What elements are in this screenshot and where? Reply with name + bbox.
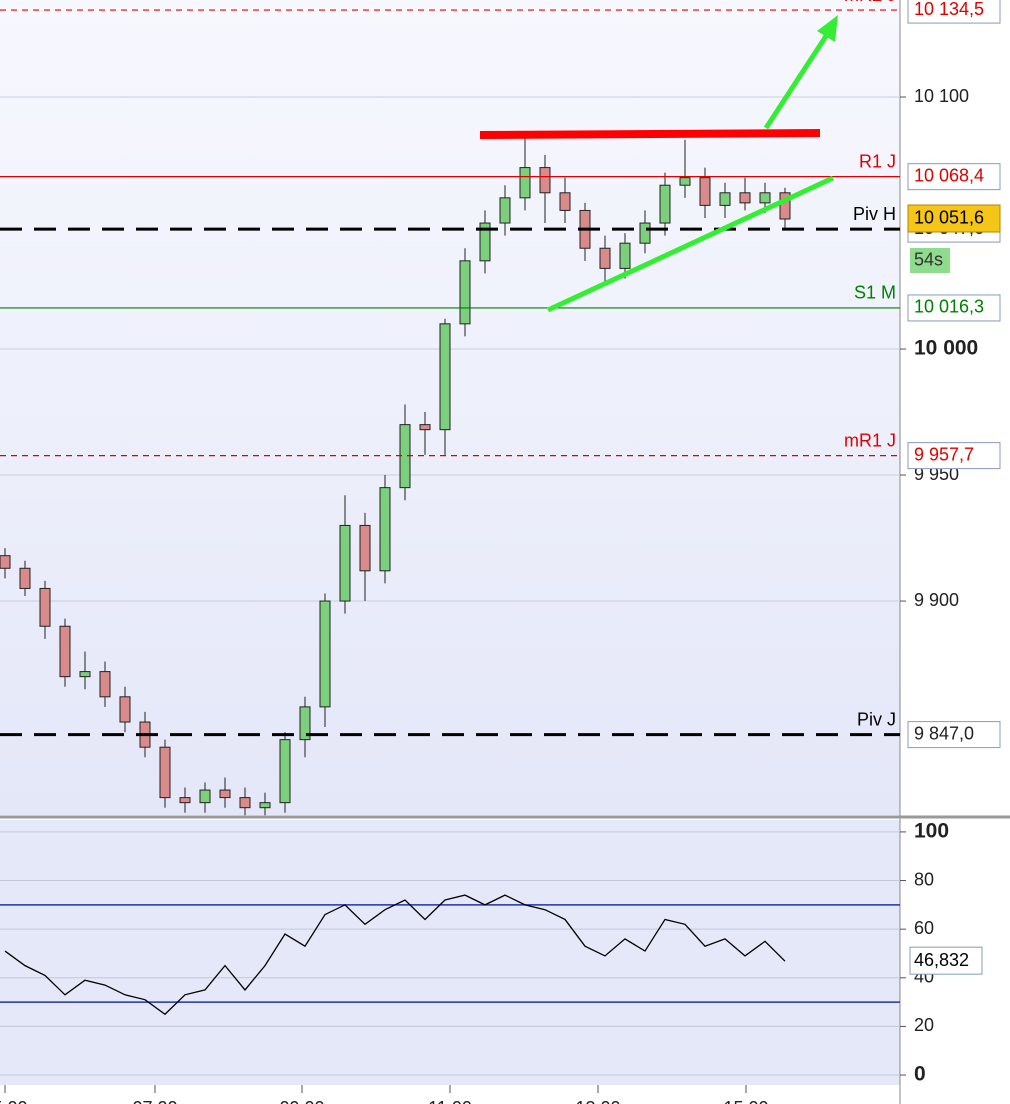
level-name: mR2 J [844, 0, 896, 5]
target-arrow [763, 28, 833, 130]
y-tick-label: 60 [914, 918, 934, 938]
candle-body [599, 247, 611, 269]
candle-body [99, 671, 111, 698]
level-badge [907, 0, 1001, 24]
candle-body [279, 739, 291, 804]
last-price-badge [907, 204, 1001, 233]
candle-body [719, 192, 731, 206]
candle-body [379, 487, 391, 572]
candle-body [779, 192, 791, 220]
candle-body [639, 222, 651, 244]
level-name: R1 J [859, 151, 896, 171]
candle-body [439, 323, 451, 431]
countdown-badge [910, 247, 950, 273]
x-tick-label: 11:00 [428, 1098, 472, 1104]
y-tick-label: 9 900 [914, 590, 959, 610]
candle-body [319, 600, 331, 708]
candle-body [539, 167, 551, 194]
y-tick-label: 100 [914, 819, 949, 842]
level-value: 10 068,4 [914, 165, 984, 185]
trendline-annotation [546, 175, 835, 313]
level-value: 10 016,3 [914, 297, 984, 317]
level-badge [907, 163, 1001, 191]
candle-body [199, 789, 211, 804]
candle-body [459, 260, 471, 325]
y-tick-label: 20 [914, 1015, 934, 1035]
x-tick-label: 13:00 [575, 1098, 620, 1104]
y-tick-label: 80 [914, 869, 934, 889]
candle-body [679, 177, 691, 186]
candle-body [119, 696, 131, 723]
x-tick-label: 05:00 [0, 1098, 28, 1104]
candle-body [239, 797, 251, 809]
candle-body [59, 625, 71, 678]
candle-body [419, 424, 431, 431]
candle-body [79, 671, 91, 678]
candle-body [0, 555, 11, 569]
rsi-badge [909, 946, 983, 975]
candle-body [359, 524, 371, 572]
candle-body [159, 746, 171, 799]
candle-body [659, 184, 671, 224]
candle-body [519, 167, 531, 199]
candle-body [259, 802, 271, 809]
countdown: 54s [914, 250, 943, 270]
candle-body [219, 789, 231, 799]
resistance-annotation [479, 129, 821, 139]
candle-body [19, 567, 31, 589]
candle-body [179, 797, 191, 804]
x-tick-label: 09:00 [279, 1098, 324, 1104]
candle-body [499, 197, 511, 224]
level-name: mR1 J [844, 430, 896, 450]
candle-body [699, 177, 711, 206]
x-tick-label: 15:00 [723, 1098, 768, 1104]
rsi-value: 46,832 [914, 950, 969, 970]
y-tick-label: 10 100 [914, 86, 969, 106]
arrow-head [817, 15, 838, 42]
level-value: 10 134,5 [914, 0, 984, 19]
rsi-line [4, 894, 786, 1016]
candle-body [559, 192, 571, 211]
candle-body [39, 587, 51, 627]
candle-body [479, 222, 491, 262]
level-name: Piv H [853, 204, 896, 224]
x-tick-label: 07:00 [132, 1098, 177, 1104]
level-badge [907, 721, 1001, 749]
level-value: 9 957,7 [914, 444, 974, 464]
rsi-panel [0, 820, 900, 1085]
y-tick-label: 10 000 [914, 337, 978, 360]
y-tick-label: 0 [914, 1063, 926, 1086]
level-badge [907, 442, 1001, 470]
level-value: 9 847,0 [914, 723, 974, 743]
candle-body [619, 242, 631, 269]
candle-body [299, 706, 311, 741]
level-name: S1 M [854, 283, 896, 303]
candle-body [739, 192, 751, 204]
level-name: Piv J [857, 709, 896, 729]
candle-body [759, 192, 771, 204]
level-badge [907, 294, 1001, 322]
candle-body [339, 524, 351, 602]
last-price-label: 10 051,6 [914, 208, 984, 228]
